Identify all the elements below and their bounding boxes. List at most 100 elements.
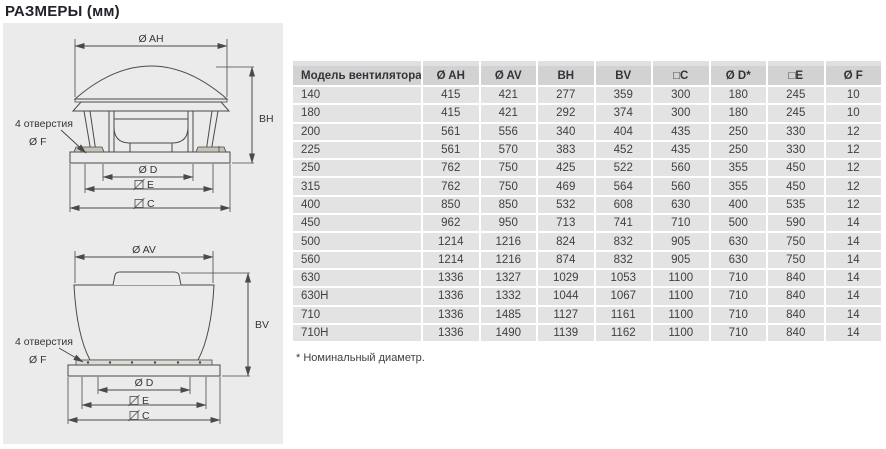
value-cell: 1327: [480, 269, 536, 287]
value-cell: 1100: [653, 306, 709, 323]
value-cell: 415: [423, 87, 479, 104]
table-row: 140 415 421 277 359 300 180 245 10: [293, 87, 881, 104]
value-cell: 1332: [480, 288, 536, 305]
model-cell: 400: [293, 196, 421, 214]
dim-d-label: Ø D: [139, 164, 158, 176]
value-cell: 630: [710, 233, 766, 250]
dim-ah-label: Ø AH: [138, 33, 163, 45]
table-row: 200 561 556 340 404 435 250 330 12: [293, 123, 881, 140]
value-cell: 710: [653, 215, 709, 232]
model-cell: 630H: [293, 288, 421, 305]
dim-e-v: E: [81, 377, 207, 409]
column-header: BV: [595, 61, 651, 85]
value-cell: 1139: [538, 324, 594, 342]
value-cell: 874: [538, 251, 594, 268]
value-cell: 404: [595, 123, 651, 140]
table-row: 560 1214 1216 874 832 905 630 750 14: [293, 251, 881, 268]
column-header: BH: [538, 61, 594, 85]
hole-dia-label: Ø F: [29, 136, 47, 148]
value-cell: 12: [825, 196, 881, 214]
holes-callout-v: 4 отверстия Ø F: [15, 336, 84, 366]
dim-av-label: Ø AV: [132, 244, 156, 256]
value-cell: 14: [825, 251, 881, 268]
flange-pad-left: [73, 146, 105, 153]
table-row: 250 762 750 425 522 560 355 450 12: [293, 160, 881, 177]
value-cell: 14: [825, 269, 881, 287]
value-cell: 14: [825, 233, 881, 250]
value-cell: 12: [825, 160, 881, 177]
value-cell: 762: [423, 178, 479, 195]
square-dim-icon: [133, 197, 145, 210]
value-cell: 355: [710, 178, 766, 195]
dim-ah: Ø AH: [74, 33, 228, 97]
value-cell: 630: [653, 196, 709, 214]
dim-bh: BH: [216, 66, 274, 164]
square-dim-icon: [128, 409, 140, 422]
value-cell: 1044: [538, 288, 594, 305]
column-header: Ø AV: [480, 61, 536, 85]
value-cell: 450: [768, 178, 824, 195]
value-cell: 750: [480, 178, 536, 195]
dim-av: Ø AV: [74, 244, 214, 283]
value-cell: 741: [595, 215, 651, 232]
value-cell: 250: [710, 123, 766, 140]
model-cell: 710H: [293, 324, 421, 342]
value-cell: 1029: [538, 269, 594, 287]
value-cell: 12: [825, 123, 881, 140]
value-cell: 1490: [480, 324, 536, 342]
value-cell: 1214: [423, 251, 479, 268]
value-cell: 1100: [653, 324, 709, 342]
value-cell: 12: [825, 178, 881, 195]
column-header: Ø F: [825, 61, 881, 85]
model-cell: 315: [293, 178, 421, 195]
value-cell: 1214: [423, 233, 479, 250]
value-cell: 905: [653, 251, 709, 268]
value-cell: 1100: [653, 269, 709, 287]
value-cell: 630: [710, 251, 766, 268]
value-cell: 277: [538, 87, 594, 104]
model-cell: 560: [293, 251, 421, 268]
drawings-panel: Ø AH BH: [3, 23, 283, 444]
table-row: 630 1336 1327 1029 1053 1100 710 840 14: [293, 269, 881, 287]
value-cell: 840: [768, 324, 824, 342]
value-cell: 450: [768, 160, 824, 177]
dim-d-label: Ø D: [135, 377, 154, 389]
square-dim-icon: [133, 178, 145, 191]
value-cell: 300: [653, 87, 709, 104]
table-row: 225 561 570 383 452 435 250 330 12: [293, 141, 881, 159]
table-row: 450 962 950 713 741 710 500 590 14: [293, 215, 881, 232]
value-cell: 435: [653, 141, 709, 159]
value-cell: 750: [768, 251, 824, 268]
table-row: 710 1336 1485 1127 1161 1100 710 840 14: [293, 306, 881, 323]
value-cell: 570: [480, 141, 536, 159]
value-cell: 180: [710, 87, 766, 104]
value-cell: 824: [538, 233, 594, 250]
value-cell: 415: [423, 105, 479, 122]
dim-c-v: C: [67, 377, 221, 424]
fan-top-cap: [112, 271, 182, 286]
value-cell: 12: [825, 141, 881, 159]
value-cell: 1336: [423, 324, 479, 342]
value-cell: 564: [595, 178, 651, 195]
base-plate: [67, 364, 221, 377]
model-cell: 630: [293, 269, 421, 287]
value-cell: 14: [825, 288, 881, 305]
base-plate: [69, 151, 231, 164]
dim-bv: BV: [181, 272, 269, 377]
value-cell: 383: [538, 141, 594, 159]
table-row: 180 415 421 292 374 300 180 245 10: [293, 105, 881, 122]
value-cell: 608: [595, 196, 651, 214]
holes-label: 4 отверстия: [15, 336, 73, 348]
fan-body: [73, 284, 215, 361]
value-cell: 710: [710, 269, 766, 287]
dim-e-label: E: [147, 179, 154, 191]
dim-d-v: Ø D: [97, 377, 191, 394]
value-cell: 561: [423, 123, 479, 140]
value-cell: 300: [653, 105, 709, 122]
value-cell: 10: [825, 105, 881, 122]
value-cell: 590: [768, 215, 824, 232]
model-cell: 180: [293, 105, 421, 122]
table-row: 710H 1336 1490 1139 1162 1100 710 840 14: [293, 324, 881, 342]
column-header: Модель вентилятора: [293, 61, 421, 85]
flange-pad-right: [195, 146, 227, 153]
